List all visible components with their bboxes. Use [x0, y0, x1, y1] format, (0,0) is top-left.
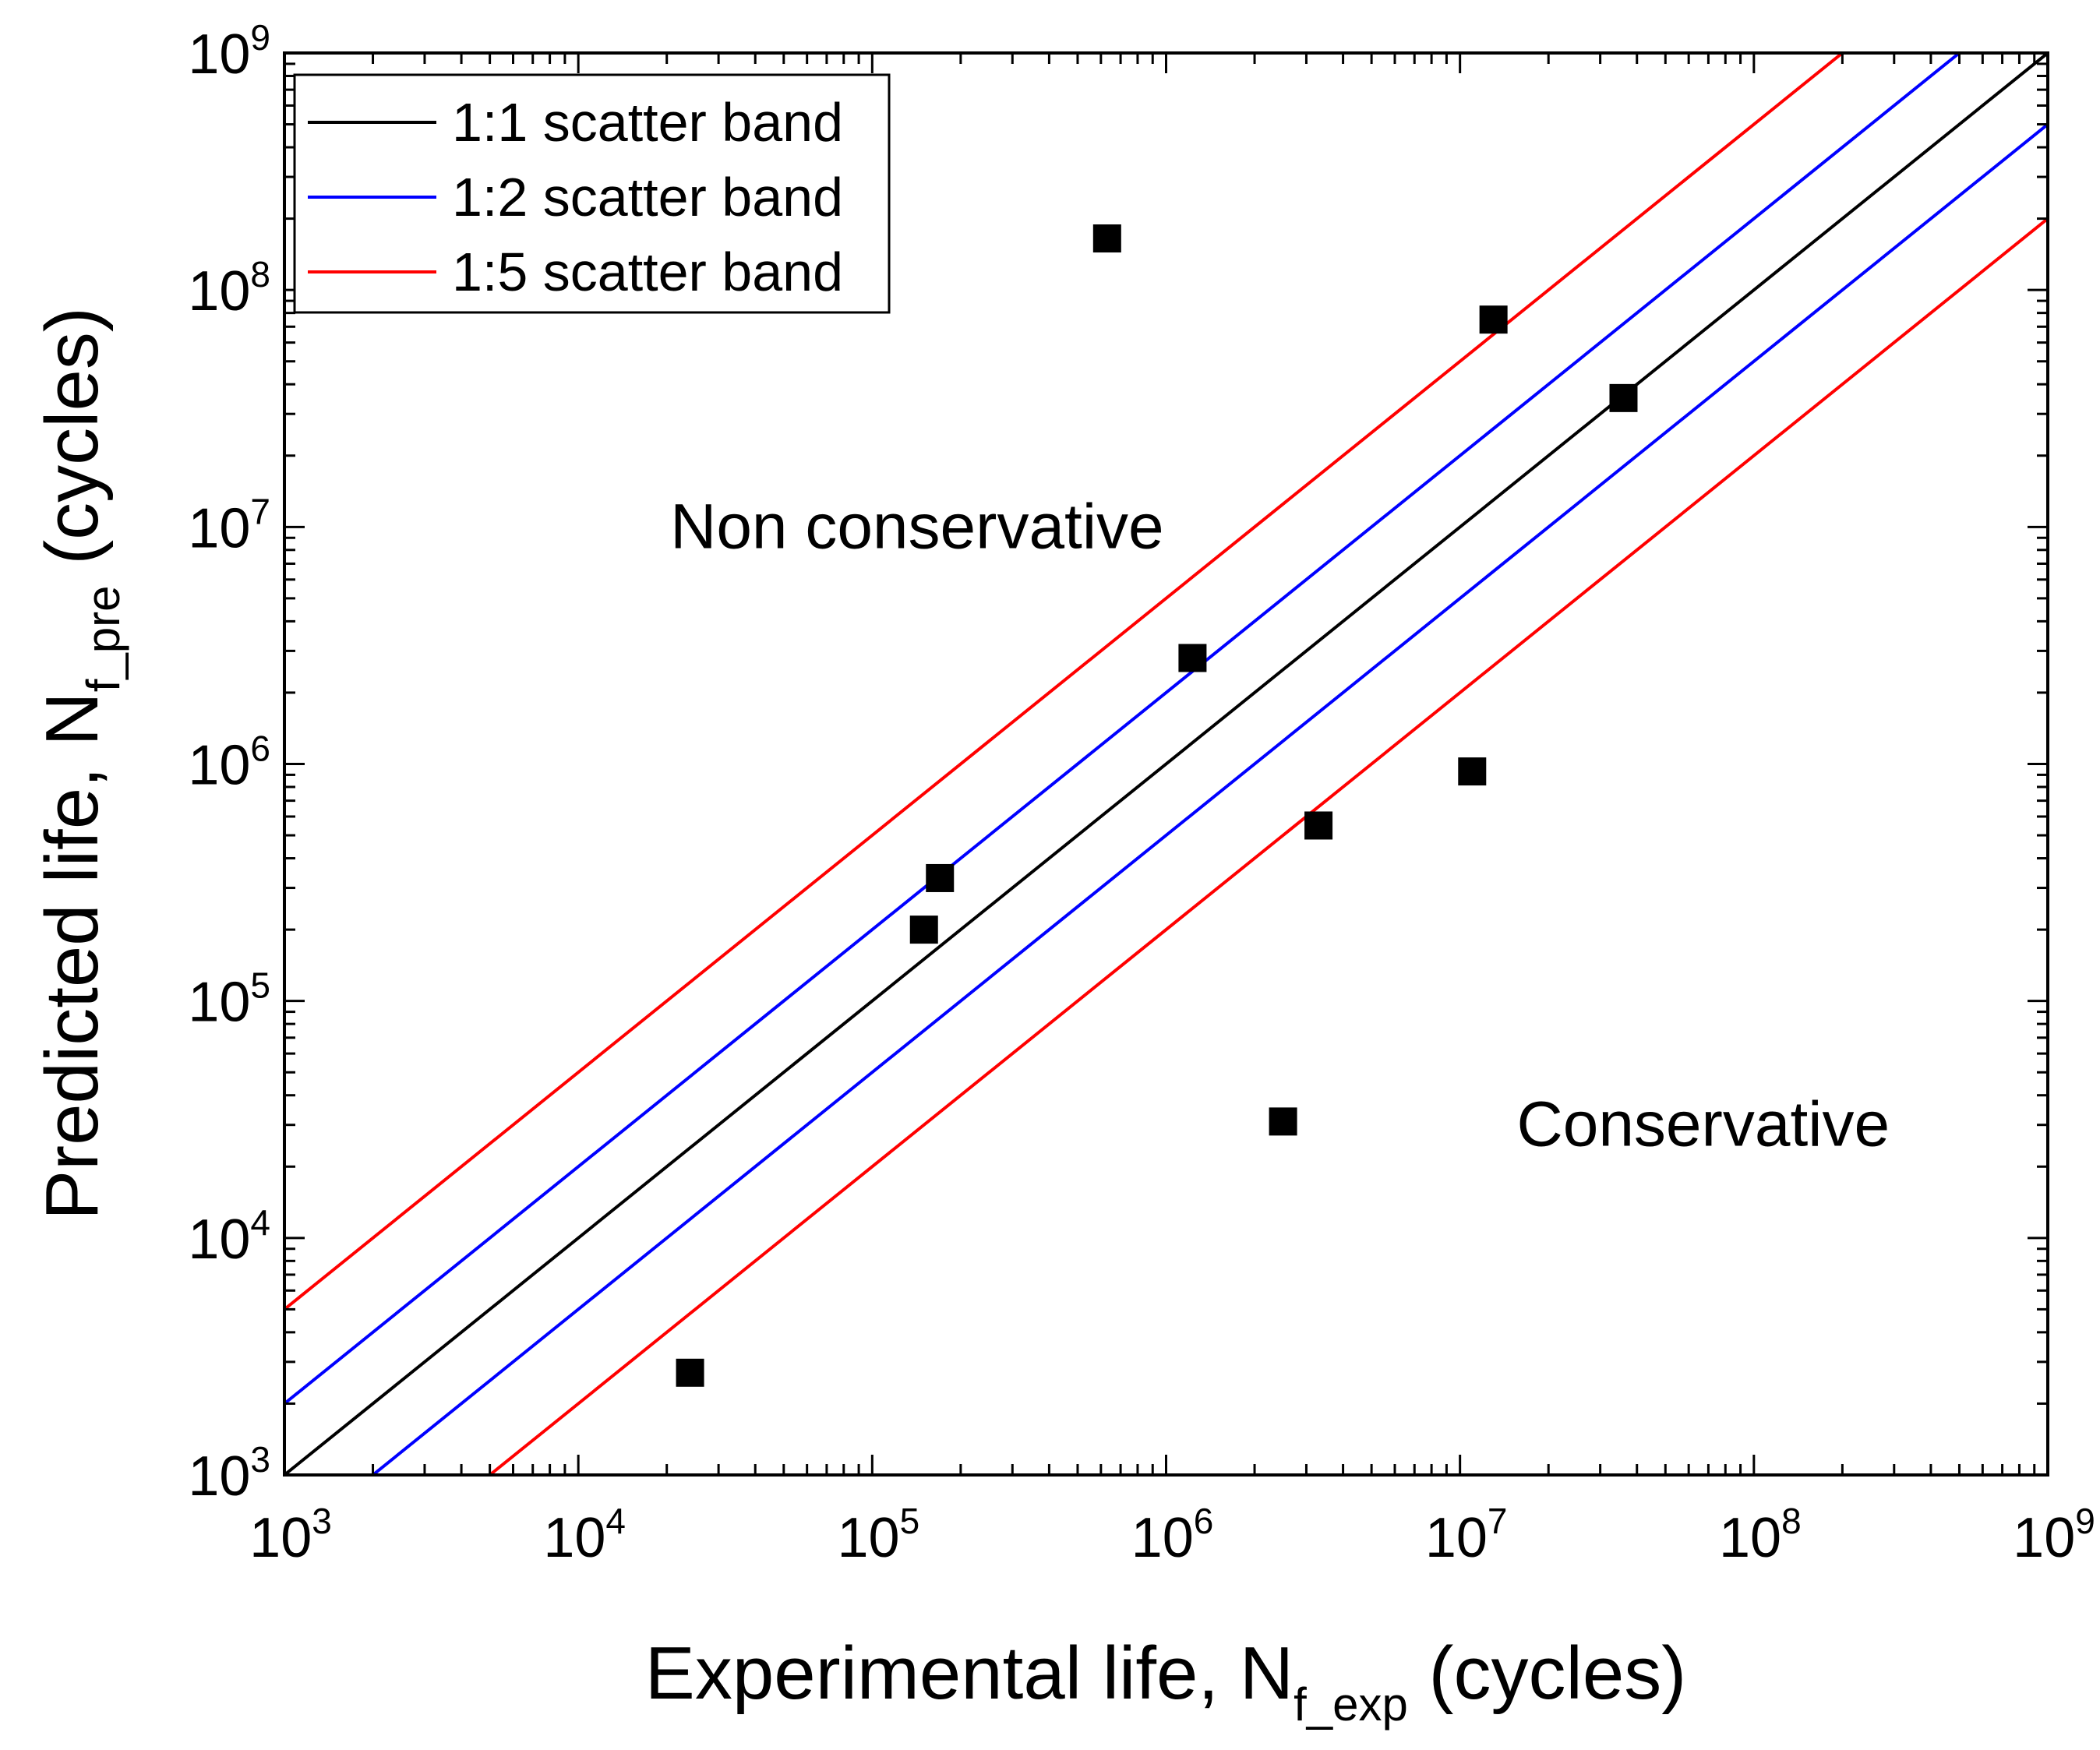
x-axis-title: Experimental life, Nf_exp (cycles): [645, 1632, 1686, 1731]
y-tick-label: 108: [188, 254, 270, 323]
band-line-1-5-scatter-band-upper: [284, 53, 1845, 1311]
data-point: [1092, 224, 1121, 253]
y-tick-label: 107: [188, 491, 270, 559]
data-point: [1609, 383, 1638, 412]
x-tick-labels: 103 104 105 106 107 108 109: [249, 1501, 2095, 1569]
legend-label-1-2: 1:2 scatter band: [452, 167, 843, 228]
band-line-1-2-scatter-band-lower: [370, 123, 2048, 1475]
band-line-1-2-scatter-band-upper: [284, 53, 1962, 1405]
plot-frame: [283, 51, 2049, 1477]
x-tick-label: 109: [2013, 1501, 2095, 1569]
x-tick-label: 107: [1425, 1501, 1508, 1569]
y-tick-label: 105: [188, 965, 270, 1034]
scatter-band-lines: [284, 53, 2048, 1475]
data-point: [1178, 644, 1207, 672]
data-points: [676, 224, 1638, 1387]
data-point: [1479, 305, 1508, 334]
x-tick-label: 108: [1719, 1501, 1802, 1569]
annotation-non-conservative: Non conservative: [670, 491, 1164, 562]
x-tick-label: 104: [543, 1501, 626, 1569]
x-tick-label: 106: [1131, 1501, 1214, 1569]
legend-box: [293, 73, 891, 314]
data-point: [676, 1358, 704, 1387]
legend-label-1-1: 1:1 scatter band: [452, 92, 843, 153]
data-point: [1269, 1107, 1297, 1136]
data-point: [909, 916, 938, 944]
band-line-1-1-scatter-band: [284, 53, 2048, 1475]
y-tick-label: 104: [188, 1202, 270, 1271]
x-tick-label: 103: [249, 1501, 332, 1569]
y-tick-labels: 103 104 105 106 107 108 109: [188, 17, 270, 1508]
data-point: [1458, 757, 1487, 786]
y-axis-title: Predicted life, Nf_pre (cycles): [30, 307, 129, 1220]
legend-label-1-5: 1:5 scatter band: [452, 242, 843, 302]
y-tick-label: 109: [188, 17, 270, 86]
band-line-1-5-scatter-band-lower: [487, 217, 2048, 1475]
y-tick-label: 103: [188, 1439, 270, 1508]
data-point: [1304, 811, 1333, 840]
data-point: [926, 863, 955, 892]
x-tick-label: 105: [837, 1501, 919, 1569]
annotation-conservative: Conservative: [1517, 1089, 1890, 1160]
y-tick-label: 106: [188, 729, 270, 797]
legend: 1:1 scatter band 1:2 scatter band 1:5 sc…: [293, 73, 891, 314]
